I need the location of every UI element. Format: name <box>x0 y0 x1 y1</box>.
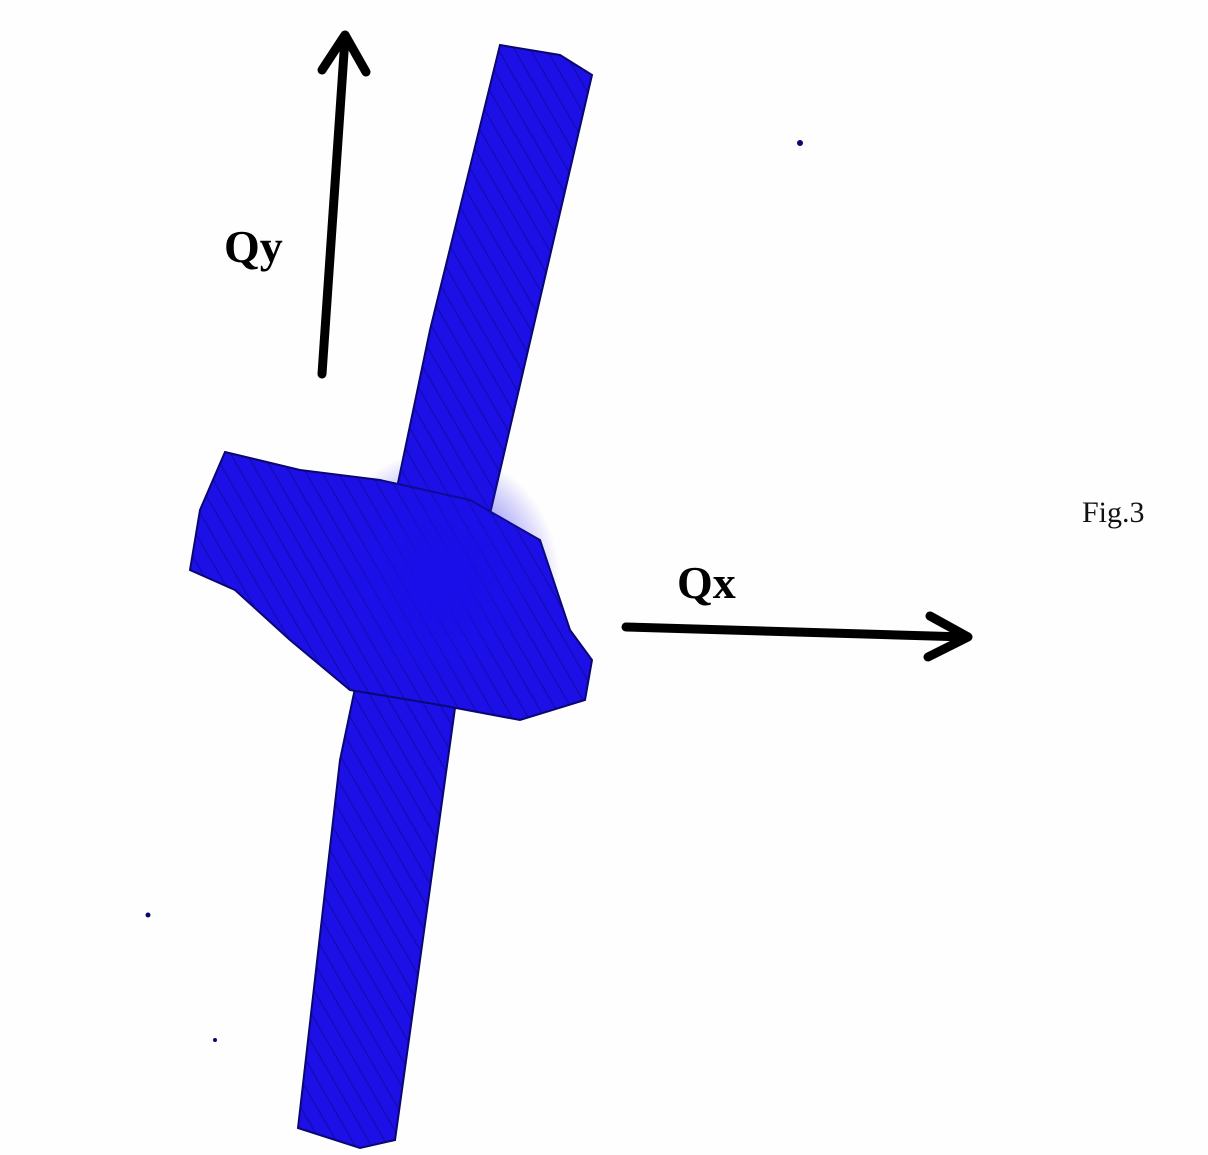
qy-arrow <box>322 35 366 374</box>
core <box>320 450 560 710</box>
speck <box>146 913 151 918</box>
figure: Qy Qx Fig.3 <box>0 0 1208 1155</box>
speck <box>213 1038 217 1042</box>
speck <box>797 140 803 146</box>
qy-label: Qy <box>224 221 283 272</box>
page: Qy Qx Fig.3 (() => { const data = JSON.p… <box>0 0 1208 1155</box>
qx-label: Qx <box>677 557 736 608</box>
figure-label: Fig.3 <box>1082 496 1145 529</box>
qx-arrow <box>626 616 968 657</box>
